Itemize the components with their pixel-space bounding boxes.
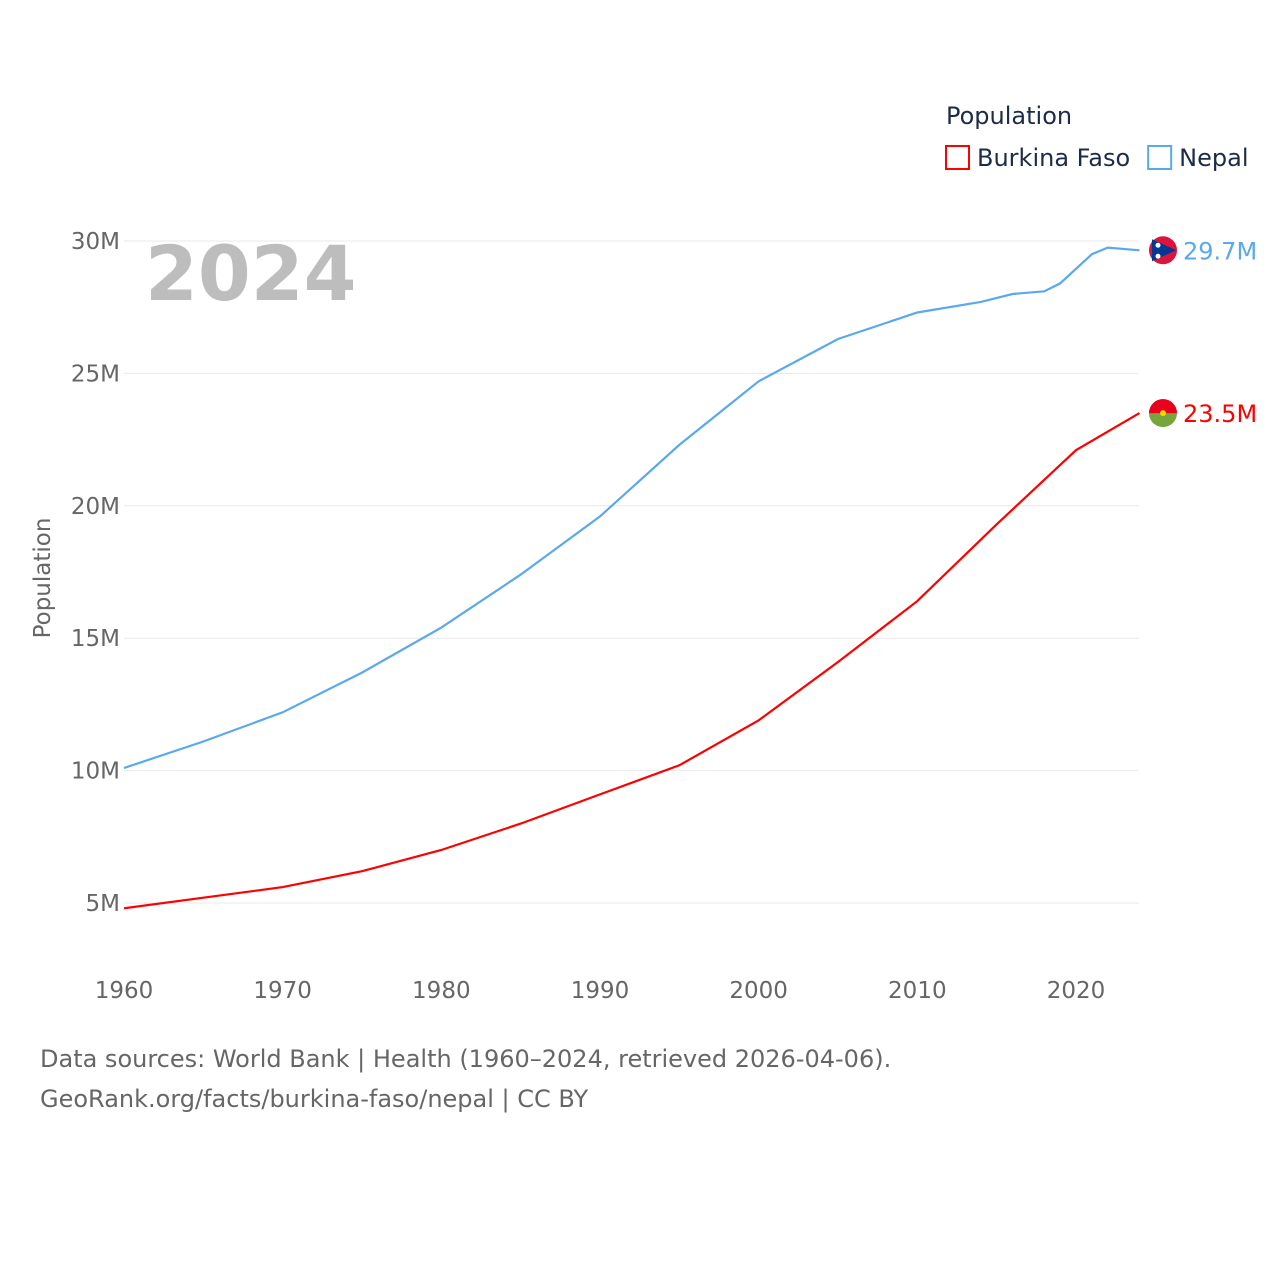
y-tick-label: 10M <box>71 759 120 785</box>
series-line-nepal <box>123 246 1140 770</box>
flag-moon <box>1155 242 1161 248</box>
flag-icon <box>1149 236 1177 265</box>
legend-item: Nepal <box>1179 144 1248 172</box>
x-tick-label: 1980 <box>412 978 471 1004</box>
y-axis-label: Population <box>30 518 56 639</box>
end-value-label: 23.5M <box>1183 400 1257 428</box>
legend-swatch <box>945 145 970 170</box>
flag-sun <box>1155 253 1161 259</box>
y-tick-label: 15M <box>71 626 120 652</box>
x-tick-label: 2010 <box>888 978 947 1004</box>
flag-icon <box>1149 399 1178 428</box>
y-tick-label: 25M <box>71 361 120 387</box>
x-tick-label: 1970 <box>253 978 312 1004</box>
flag-red <box>1149 399 1178 414</box>
y-tick-label: 20M <box>71 494 120 520</box>
x-tick-label: 1990 <box>571 978 630 1004</box>
legend-title: Population <box>946 102 1072 130</box>
series-line-burkina-faso <box>123 412 1141 910</box>
x-tick-label: 2020 <box>1047 978 1106 1004</box>
legend-swatch <box>1147 145 1173 170</box>
y-tick-label: 30M <box>71 229 120 255</box>
end-value-label: 29.7M <box>1183 237 1257 265</box>
year-label: 2024 <box>145 229 357 318</box>
flag-star <box>1160 410 1166 417</box>
footer-link[interactable]: GeoRank.org/facts/burkina-faso/nepal | C… <box>40 1085 589 1113</box>
footer-sources: Data sources: World Bank | Health (1960–… <box>40 1045 892 1073</box>
legend-item: Burkina Faso <box>977 144 1130 172</box>
y-tick-label: 5M <box>86 891 120 917</box>
x-tick-label: 1960 <box>95 978 154 1004</box>
x-tick-label: 2000 <box>729 978 788 1004</box>
